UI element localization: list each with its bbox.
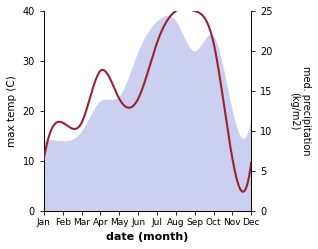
Y-axis label: med. precipitation
(kg/m2): med. precipitation (kg/m2) <box>289 66 311 155</box>
X-axis label: date (month): date (month) <box>107 232 189 242</box>
Y-axis label: max temp (C): max temp (C) <box>7 75 17 147</box>
